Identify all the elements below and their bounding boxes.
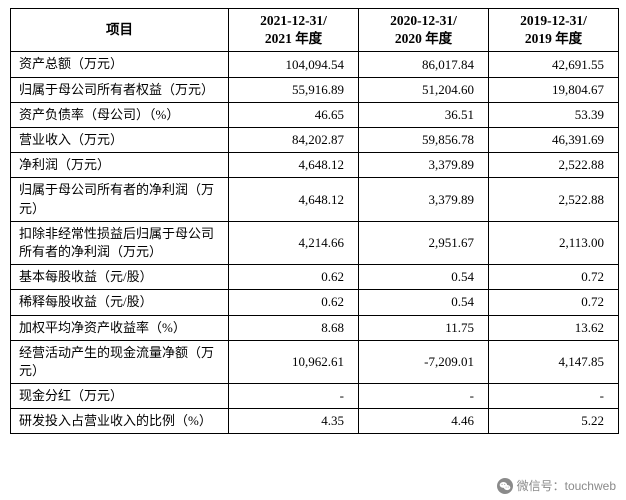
row-value: 53.39 <box>489 102 619 127</box>
table-row: 加权平均净资产收益率（%）8.6811.7513.62 <box>11 315 619 340</box>
table-row: 营业收入（万元）84,202.8759,856.7846,391.69 <box>11 128 619 153</box>
row-label: 净利润（万元） <box>11 153 229 178</box>
row-value: 0.54 <box>359 265 489 290</box>
row-value: 2,522.88 <box>489 178 619 221</box>
row-value: 46,391.69 <box>489 128 619 153</box>
row-value: 4.35 <box>229 409 359 434</box>
table-row: 归属于母公司所有者的净利润（万元）4,648.123,379.892,522.8… <box>11 178 619 221</box>
row-label: 现金分红（万元） <box>11 384 229 409</box>
table-row: 现金分红（万元）--- <box>11 384 619 409</box>
row-label: 资产负债率（母公司）（%） <box>11 102 229 127</box>
row-label: 加权平均净资产收益率（%） <box>11 315 229 340</box>
table-body: 资产总额（万元）104,094.5486,017.8442,691.55归属于母… <box>11 52 619 434</box>
row-value: 51,204.60 <box>359 77 489 102</box>
row-value: 84,202.87 <box>229 128 359 153</box>
table-row: 稀释每股收益（元/股）0.620.540.72 <box>11 290 619 315</box>
row-label: 归属于母公司所有者权益（万元） <box>11 77 229 102</box>
row-value: 3,379.89 <box>359 153 489 178</box>
row-value: -7,209.01 <box>359 340 489 383</box>
row-value: 0.62 <box>229 290 359 315</box>
row-value: 36.51 <box>359 102 489 127</box>
row-value: 46.65 <box>229 102 359 127</box>
row-value: 4,214.66 <box>229 221 359 264</box>
row-label: 基本每股收益（元/股） <box>11 265 229 290</box>
row-value: 19,804.67 <box>489 77 619 102</box>
table-row: 归属于母公司所有者权益（万元）55,916.8951,204.6019,804.… <box>11 77 619 102</box>
row-value: 55,916.89 <box>229 77 359 102</box>
row-value: 104,094.54 <box>229 52 359 77</box>
row-value: 0.62 <box>229 265 359 290</box>
row-value: 8.68 <box>229 315 359 340</box>
row-value: 2,522.88 <box>489 153 619 178</box>
row-value: 4,648.12 <box>229 178 359 221</box>
row-value: 0.72 <box>489 265 619 290</box>
row-label: 研发投入占营业收入的比例（%） <box>11 409 229 434</box>
row-value: 5.22 <box>489 409 619 434</box>
row-label: 资产总额（万元） <box>11 52 229 77</box>
row-value: 3,379.89 <box>359 178 489 221</box>
table-row: 净利润（万元）4,648.123,379.892,522.88 <box>11 153 619 178</box>
row-value: 13.62 <box>489 315 619 340</box>
footer-text: 微信号：touchweb <box>517 477 616 494</box>
row-value: 4,648.12 <box>229 153 359 178</box>
row-value: 10,962.61 <box>229 340 359 383</box>
header-item-label: 项目 <box>11 9 229 52</box>
table-row: 研发投入占营业收入的比例（%）4.354.465.22 <box>11 409 619 434</box>
table-header-row: 项目 2021-12-31/2021 年度 2020-12-31/2020 年度… <box>11 9 619 52</box>
row-label: 扣除非经常性损益后归属于母公司所有者的净利润（万元） <box>11 221 229 264</box>
row-value: 86,017.84 <box>359 52 489 77</box>
row-value: 2,113.00 <box>489 221 619 264</box>
row-value: 59,856.78 <box>359 128 489 153</box>
row-value: 4.46 <box>359 409 489 434</box>
row-value: - <box>489 384 619 409</box>
financial-table: 项目 2021-12-31/2021 年度 2020-12-31/2020 年度… <box>10 8 619 434</box>
row-label: 归属于母公司所有者的净利润（万元） <box>11 178 229 221</box>
row-value: - <box>229 384 359 409</box>
table-row: 经营活动产生的现金流量净额（万元）10,962.61-7,209.014,147… <box>11 340 619 383</box>
footer-watermark: 微信号：touchweb <box>497 477 616 494</box>
row-label: 营业收入（万元） <box>11 128 229 153</box>
row-value: - <box>359 384 489 409</box>
row-value: 42,691.55 <box>489 52 619 77</box>
wechat-icon <box>497 478 513 494</box>
table-row: 基本每股收益（元/股）0.620.540.72 <box>11 265 619 290</box>
table-row: 资产总额（万元）104,094.5486,017.8442,691.55 <box>11 52 619 77</box>
table-row: 资产负债率（母公司）（%）46.6536.5153.39 <box>11 102 619 127</box>
row-label: 稀释每股收益（元/股） <box>11 290 229 315</box>
row-value: 0.54 <box>359 290 489 315</box>
row-value: 11.75 <box>359 315 489 340</box>
row-value: 2,951.67 <box>359 221 489 264</box>
row-label: 经营活动产生的现金流量净额（万元） <box>11 340 229 383</box>
row-value: 4,147.85 <box>489 340 619 383</box>
row-value: 0.72 <box>489 290 619 315</box>
table-row: 扣除非经常性损益后归属于母公司所有者的净利润（万元）4,214.662,951.… <box>11 221 619 264</box>
header-col-2019: 2019-12-31/2019 年度 <box>489 9 619 52</box>
header-col-2021: 2021-12-31/2021 年度 <box>229 9 359 52</box>
header-col-2020: 2020-12-31/2020 年度 <box>359 9 489 52</box>
